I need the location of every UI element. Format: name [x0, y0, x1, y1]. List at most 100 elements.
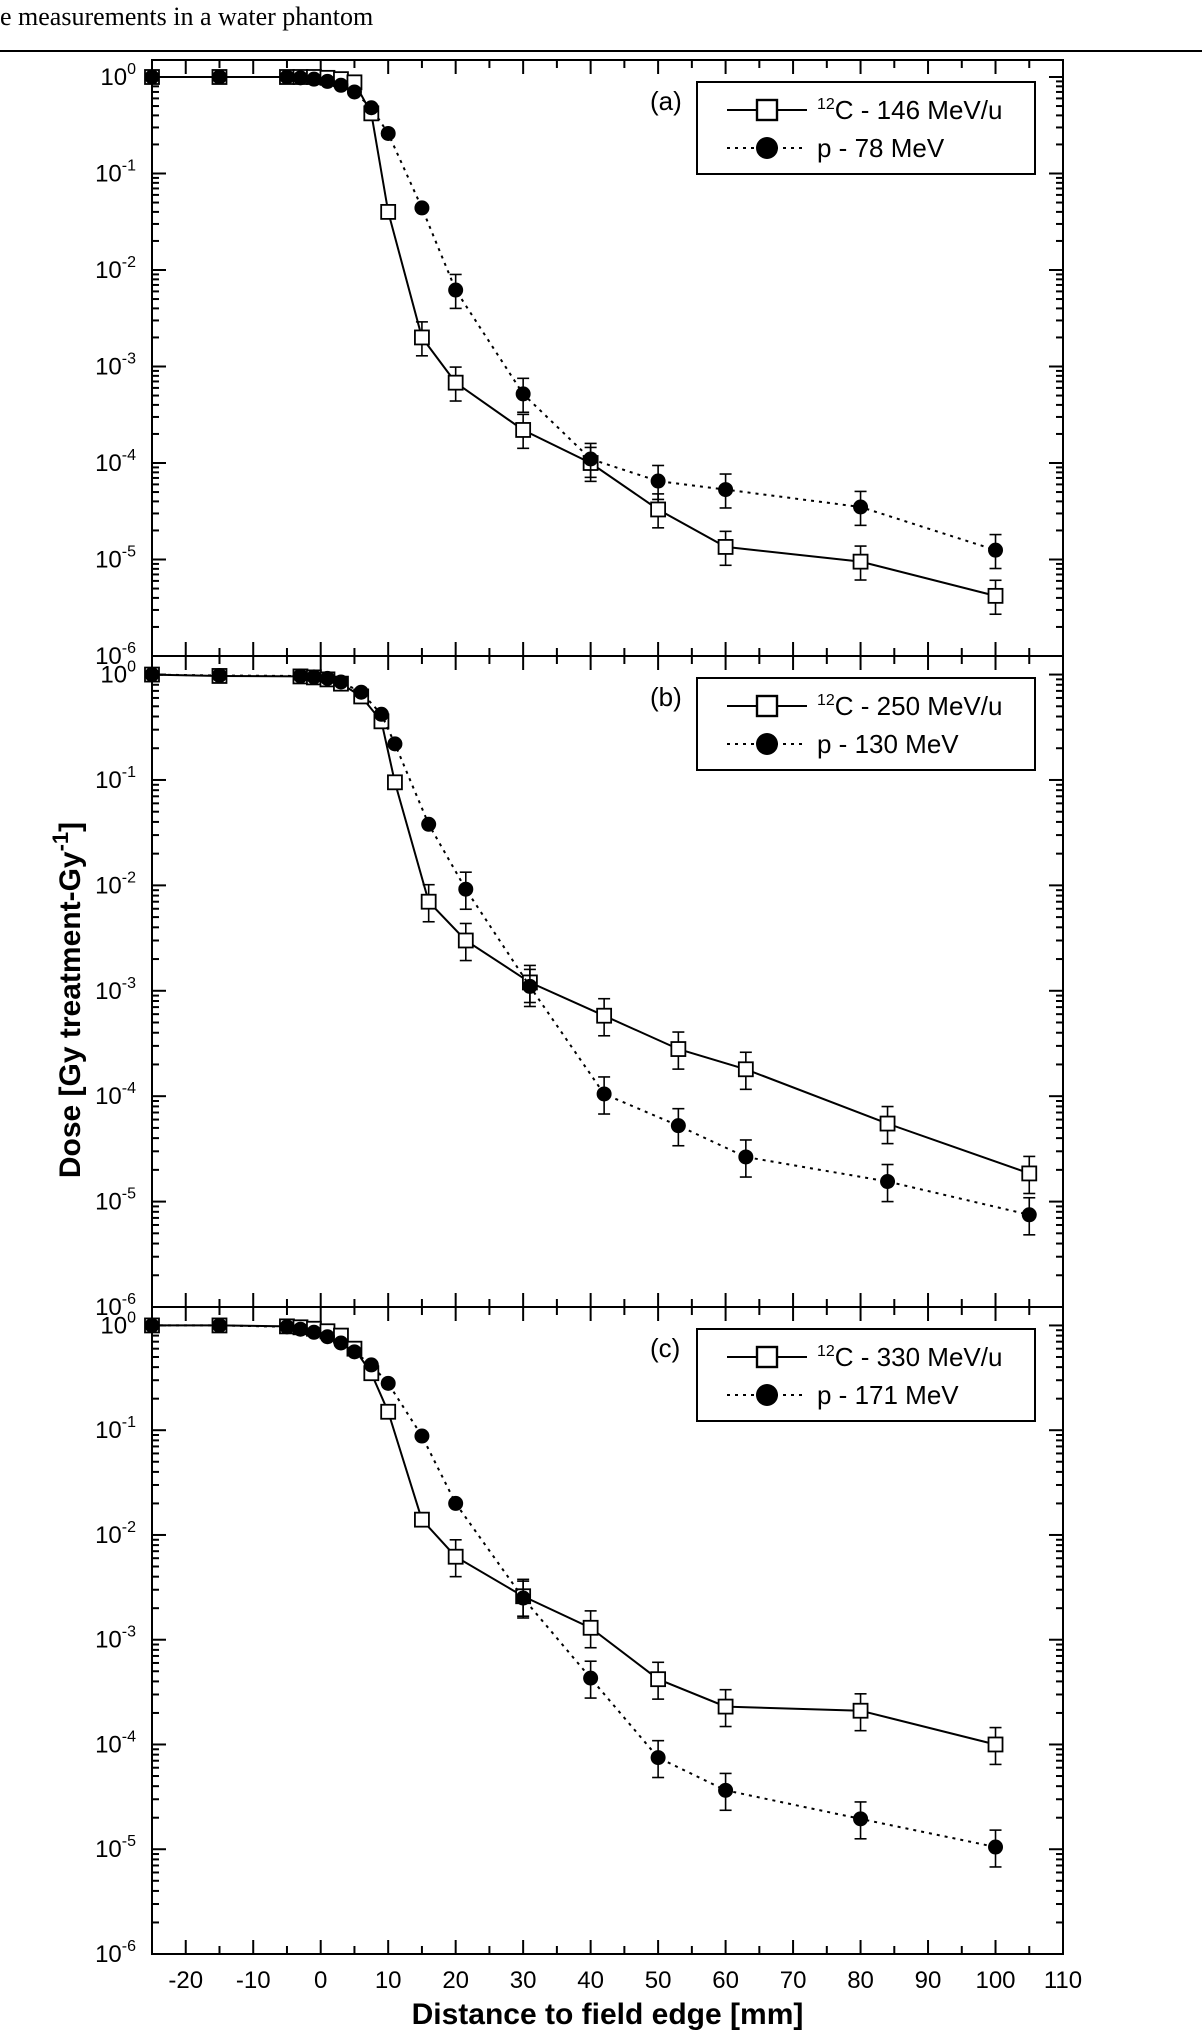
legend-marker — [755, 694, 779, 718]
x-tick-label: -10 — [236, 1967, 271, 1994]
data-point — [987, 1736, 1004, 1753]
y-tick-label: 10-5 — [95, 1186, 136, 1216]
data-point — [852, 1702, 869, 1719]
data-point — [363, 1357, 379, 1373]
data-point — [1021, 1207, 1037, 1223]
data-point — [279, 1319, 295, 1335]
data-point — [596, 1007, 613, 1024]
legend-label: p - 130 MeV — [817, 729, 959, 759]
data-point — [420, 893, 437, 910]
y-tick-label: 100 — [100, 1309, 136, 1339]
data-point — [670, 1041, 687, 1057]
y-tick-label: 10-6 — [95, 1291, 136, 1321]
data-point — [279, 69, 295, 85]
legend-marker — [756, 733, 778, 755]
data-point — [1021, 1165, 1038, 1182]
data-point — [346, 1344, 362, 1360]
data-point — [211, 667, 227, 683]
data-point — [380, 1375, 396, 1391]
data-point — [380, 1403, 397, 1420]
chart-root: 100 10-1 10-2 10-3 10-4 10-5 10-6 12C - 146 MeV… — [48, 59, 1082, 2031]
legend-marker — [755, 98, 779, 122]
x-tick-label: 20 — [442, 1967, 469, 1994]
x-tick-label: 90 — [915, 1967, 942, 1994]
panel-label: (a) — [650, 86, 682, 116]
legend-label: 12C - 250 MeV/u — [817, 691, 1002, 721]
series-proton — [144, 69, 1004, 570]
data-point — [880, 1174, 896, 1190]
data-point — [650, 1750, 666, 1766]
data-point — [718, 1782, 734, 1798]
x-tick-label: 80 — [847, 1967, 874, 1994]
y-tick-label: 10-3 — [95, 350, 136, 380]
data-point — [650, 473, 666, 489]
data-point — [448, 1495, 464, 1511]
data-point — [333, 674, 349, 690]
data-point — [583, 451, 599, 467]
data-point — [414, 1428, 430, 1444]
y-tick-label: 10-4 — [95, 1080, 136, 1110]
legend-label: 12C - 146 MeV/u — [817, 95, 1002, 125]
data-point — [718, 482, 734, 498]
data-point — [353, 684, 369, 700]
data-point — [211, 1317, 227, 1333]
legend-label: 12C - 330 MeV/u — [817, 1342, 1002, 1372]
data-point — [333, 77, 349, 93]
y-tick-label: 10-6 — [95, 640, 136, 670]
series-proton — [144, 667, 1037, 1236]
x-tick-label: 50 — [645, 1967, 672, 1994]
panel-frame — [151, 1306, 1064, 1955]
data-point — [306, 71, 322, 87]
y-tick-label: 10-5 — [95, 1833, 136, 1863]
data-point — [879, 1115, 896, 1132]
data-point — [144, 1317, 160, 1333]
panel-b: 100 10-1 10-2 10-3 10-4 10-5 10-6 12C - 250 MeV… — [95, 655, 1064, 1321]
panel-label: (c) — [650, 1333, 680, 1363]
x-tick-label: 60 — [712, 1967, 739, 1994]
data-point — [306, 669, 322, 685]
x-tick-label: 30 — [510, 1967, 537, 1994]
data-point — [387, 736, 403, 752]
data-point — [414, 329, 430, 346]
legend-marker — [755, 1345, 779, 1369]
data-point — [211, 69, 227, 85]
data-point — [292, 70, 308, 86]
y-tick-label: 10-2 — [95, 869, 136, 899]
data-point — [717, 539, 734, 555]
data-point — [717, 1698, 734, 1715]
data-point — [373, 706, 389, 722]
data-point — [306, 1324, 322, 1340]
data-point — [414, 200, 430, 216]
data-point — [853, 499, 869, 515]
y-tick-label: 10-2 — [95, 1519, 136, 1549]
data-point — [650, 501, 667, 518]
y-tick-label: 10-2 — [95, 254, 136, 284]
data-point — [447, 1548, 464, 1565]
y-tick-label: 10-1 — [95, 1414, 136, 1444]
data-point — [421, 816, 437, 832]
data-point — [387, 774, 403, 791]
legend-box — [696, 677, 1036, 771]
data-point — [583, 1670, 599, 1686]
data-point — [738, 1149, 754, 1165]
data-point — [522, 978, 538, 994]
data-point — [292, 668, 308, 684]
data-point — [650, 1671, 667, 1688]
y-axis-title: Dose [Gy treatment-Gy-1] — [48, 822, 87, 1178]
data-point — [319, 73, 335, 89]
data-point — [414, 1511, 430, 1528]
x-axis-title: Distance to field edge [mm] — [412, 1998, 804, 2031]
panel-c: 100 10-1 10-2 10-3 10-4 10-5 10-6 12C - 330 MeV… — [95, 1306, 1064, 1968]
y-tick-label: 10-4 — [95, 447, 136, 477]
data-point — [515, 386, 531, 402]
header-rule — [0, 50, 1202, 52]
data-point — [448, 282, 464, 298]
page-header: e measurements in a water phantom — [0, 0, 1202, 60]
data-point — [458, 881, 474, 897]
legend-box — [696, 1328, 1036, 1422]
data-point — [988, 1839, 1004, 1855]
legend-marker — [756, 137, 778, 159]
y-tick-label: 100 — [100, 659, 136, 689]
panel-a: 100 10-1 10-2 10-3 10-4 10-5 10-6 12C - 146 MeV… — [95, 59, 1064, 670]
